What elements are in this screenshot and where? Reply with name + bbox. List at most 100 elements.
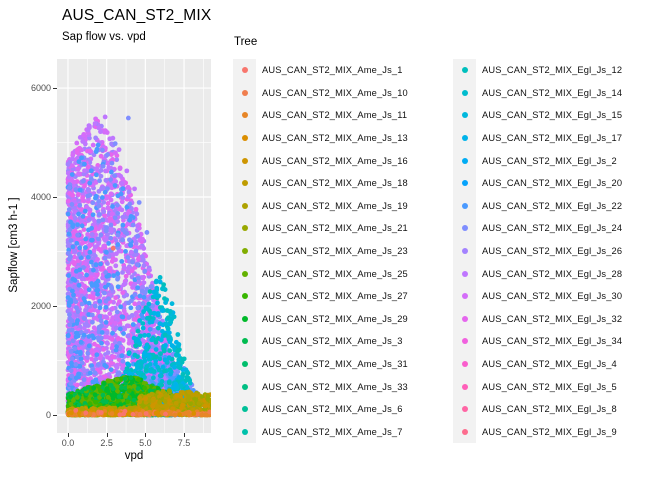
legend-item-label: AUS_CAN_ST2_MIX_Egl_Js_22 xyxy=(482,200,623,211)
legend-key-dot xyxy=(241,180,248,187)
legend-key-dot xyxy=(241,202,248,209)
legend-key-dot xyxy=(241,112,248,119)
legend-key-dot xyxy=(461,338,468,345)
legend-item: AUS_CAN_ST2_MIX_Ame_Js_11 xyxy=(233,104,408,127)
legend-key xyxy=(233,307,256,331)
legend-key xyxy=(233,194,256,218)
legend-item: AUS_CAN_ST2_MIX_Egl_Js_30 xyxy=(453,284,623,308)
legend-key-dot xyxy=(241,89,248,96)
y-tick-label: 0 xyxy=(45,410,51,421)
legend-key xyxy=(233,81,256,105)
legend-key xyxy=(453,217,476,240)
legend-item-label: AUS_CAN_ST2_MIX_Egl_Js_4 xyxy=(482,359,617,370)
legend-item: AUS_CAN_ST2_MIX_Egl_Js_32 xyxy=(453,307,622,331)
legend-key xyxy=(233,104,256,127)
legend-item-label: AUS_CAN_ST2_MIX_Ame_Js_16 xyxy=(262,155,408,166)
legend-item-label: AUS_CAN_ST2_MIX_Egl_Js_8 xyxy=(482,404,617,415)
y-tick-label: 4000 xyxy=(30,192,51,203)
legend-key xyxy=(233,262,256,285)
legend-key xyxy=(453,352,476,376)
legend-key xyxy=(453,420,476,444)
plot-title: AUS_CAN_ST2_MIX xyxy=(62,7,212,24)
legend-key-dot xyxy=(461,428,468,435)
legend-key-dot xyxy=(461,225,468,232)
legend-key xyxy=(453,126,476,150)
legend-key xyxy=(233,330,256,353)
legend-item: AUS_CAN_ST2_MIX_Egl_Js_14 xyxy=(453,81,622,105)
legend-key xyxy=(453,59,476,82)
legend-key-dot xyxy=(241,428,248,435)
legend-item: AUS_CAN_ST2_MIX_Egl_Js_8 xyxy=(453,397,622,421)
legend-item-label: AUS_CAN_ST2_MIX_Ame_Js_29 xyxy=(262,313,408,324)
legend-item: AUS_CAN_ST2_MIX_Egl_Js_2 xyxy=(453,149,622,172)
legend-item-label: AUS_CAN_ST2_MIX_Ame_Js_3 xyxy=(262,336,403,347)
legend-item-label: AUS_CAN_ST2_MIX_Egl_Js_26 xyxy=(482,246,623,257)
legend-item: AUS_CAN_ST2_MIX_Ame_Js_29 xyxy=(233,307,408,331)
legend-item-label: AUS_CAN_ST2_MIX_Egl_Js_24 xyxy=(482,223,623,234)
legend-key xyxy=(233,171,256,195)
legend-key xyxy=(233,375,256,398)
legend-column-1: AUS_CAN_ST2_MIX_Ame_Js_1 AUS_CAN_ST2_MIX_… xyxy=(233,59,408,444)
legend-key-dot xyxy=(461,406,468,413)
legend-key xyxy=(453,284,476,308)
x-tick-mark xyxy=(67,433,69,437)
legend-key xyxy=(233,59,256,82)
legend-key xyxy=(453,171,476,195)
legend-key-dot xyxy=(241,67,248,74)
legend-key-dot xyxy=(241,338,248,345)
legend-item: AUS_CAN_ST2_MIX_Ame_Js_23 xyxy=(233,239,408,263)
legend-key-dot xyxy=(241,383,248,390)
legend-item-label: AUS_CAN_ST2_MIX_Ame_Js_33 xyxy=(262,381,408,392)
legend-key-dot xyxy=(461,180,468,187)
legend-key-dot xyxy=(241,225,248,232)
legend-item-label: AUS_CAN_ST2_MIX_Egl_Js_2 xyxy=(482,155,617,166)
legend-item: AUS_CAN_ST2_MIX_Ame_Js_25 xyxy=(233,262,408,285)
legend-key-dot xyxy=(241,293,248,300)
legend-key-dot xyxy=(461,135,468,142)
legend-item: AUS_CAN_ST2_MIX_Ame_Js_16 xyxy=(233,149,408,172)
x-tick-mark xyxy=(106,433,108,437)
legend-item: AUS_CAN_ST2_MIX_Egl_Js_34 xyxy=(453,330,622,353)
legend-key xyxy=(453,330,476,353)
legend-item-label: AUS_CAN_ST2_MIX_Egl_Js_12 xyxy=(482,65,623,76)
legend-item: AUS_CAN_ST2_MIX_Egl_Js_20 xyxy=(453,171,623,195)
x-tick-label: 0.0 xyxy=(61,438,75,448)
legend-item: AUS_CAN_ST2_MIX_Ame_Js_18 xyxy=(233,171,408,195)
legend-key-dot xyxy=(241,270,248,277)
legend-item-label: AUS_CAN_ST2_MIX_Ame_Js_31 xyxy=(262,359,408,370)
x-tick-mark xyxy=(184,433,186,437)
y-tick-label: 6000 xyxy=(30,83,51,94)
legend-key xyxy=(233,126,256,150)
legend-item-label: AUS_CAN_ST2_MIX_Egl_Js_20 xyxy=(482,178,623,189)
legend-item-label: AUS_CAN_ST2_MIX_Ame_Js_6 xyxy=(262,404,403,415)
plot-subtitle: Sap flow vs. vpd xyxy=(62,31,146,43)
y-tick-mark xyxy=(53,197,57,199)
legend-item-label: AUS_CAN_ST2_MIX_Ame_Js_13 xyxy=(262,133,408,144)
legend-key xyxy=(233,352,256,376)
legend-item: AUS_CAN_ST2_MIX_Ame_Js_7 xyxy=(233,420,408,444)
legend-key-dot xyxy=(461,112,468,119)
legend-item-label: AUS_CAN_ST2_MIX_Egl_Js_30 xyxy=(482,291,623,302)
legend-item-label: AUS_CAN_ST2_MIX_Ame_Js_25 xyxy=(262,268,408,279)
y-tick-mark xyxy=(53,88,57,90)
legend-item-label: AUS_CAN_ST2_MIX_Ame_Js_11 xyxy=(262,110,408,121)
legend-key xyxy=(233,149,256,172)
x-tick-mark xyxy=(145,433,147,437)
legend-key-dot xyxy=(241,315,248,322)
x-tick-label: 5.0 xyxy=(139,438,152,448)
legend-item-label: AUS_CAN_ST2_MIX_Egl_Js_9 xyxy=(482,426,617,437)
legend-key xyxy=(453,397,476,421)
legend-item: AUS_CAN_ST2_MIX_Egl_Js_26 xyxy=(453,239,623,263)
legend-item: AUS_CAN_ST2_MIX_Egl_Js_17 xyxy=(453,126,622,150)
legend-key xyxy=(453,262,476,285)
legend-key-dot xyxy=(461,383,468,390)
legend-item: AUS_CAN_ST2_MIX_Egl_Js_22 xyxy=(453,194,623,218)
plot-panel xyxy=(57,59,211,433)
x-tick-label: 2.5 xyxy=(100,438,113,448)
legend-key-dot xyxy=(241,406,248,413)
legend-item-label: AUS_CAN_ST2_MIX_Ame_Js_23 xyxy=(262,246,408,257)
legend-key-dot xyxy=(461,270,468,277)
legend-key-dot xyxy=(461,293,468,300)
legend-item-label: AUS_CAN_ST2_MIX_Ame_Js_10 xyxy=(262,87,408,98)
legend-key xyxy=(453,194,476,218)
